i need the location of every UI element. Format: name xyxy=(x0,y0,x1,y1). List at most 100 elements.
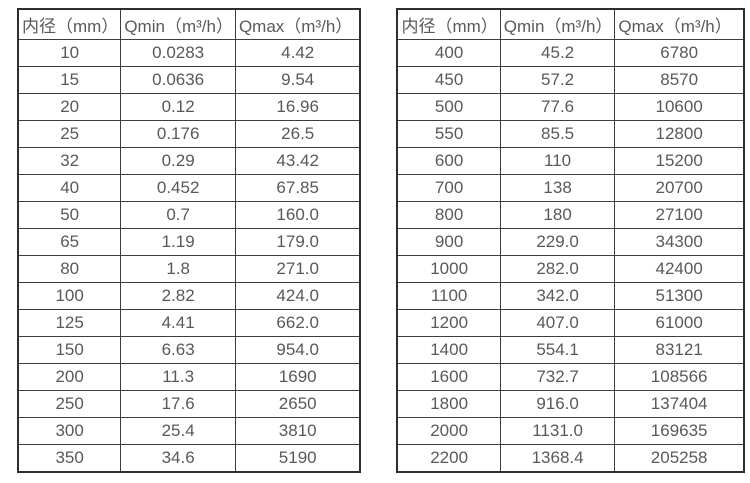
table-row: 2200 1368.4 205258 xyxy=(396,444,745,473)
table-cell: 20 xyxy=(17,93,122,121)
table-row: 50 0.7 160.0 xyxy=(17,201,361,229)
table-cell: 271.0 xyxy=(234,255,361,283)
table-row: 125 4.41 662.0 xyxy=(17,309,361,337)
table-row: 450 57.2 8570 xyxy=(396,66,745,94)
table-cell: 700 xyxy=(396,174,501,202)
table-row: 25 0.176 26.5 xyxy=(17,120,361,148)
table-cell: 205258 xyxy=(614,444,745,473)
table-cell: 0.29 xyxy=(120,147,236,175)
table-row: 250 17.6 2650 xyxy=(17,390,361,418)
table-cell: 450 xyxy=(396,66,501,94)
table-cell: 300 xyxy=(17,417,122,445)
table-row: 2000 1131.0 169635 xyxy=(396,417,745,445)
flow-rate-table-large-diameters: 内径（mm） Qmin（m³/h） Qmax（m³/h） 400 45.2 6780 450… xyxy=(396,8,745,473)
table-cell: 407.0 xyxy=(499,309,616,337)
table-cell: 500 xyxy=(396,93,501,121)
table-cell: 0.12 xyxy=(120,93,236,121)
table-cell: 25.4 xyxy=(120,417,236,445)
table-row: 80 1.8 271.0 xyxy=(17,255,361,283)
table-cell: 1800 xyxy=(396,390,501,418)
table-row: 32 0.29 43.42 xyxy=(17,147,361,175)
table-cell: 5190 xyxy=(234,444,361,473)
table-cell: 32 xyxy=(17,147,122,175)
table-cell: 0.0283 xyxy=(120,39,236,67)
table-cell: 25 xyxy=(17,120,122,148)
table-cell: 10 xyxy=(17,39,122,67)
table-cell: 108566 xyxy=(614,363,745,391)
table-cell: 110 xyxy=(499,147,616,175)
table-row: 350 34.6 5190 xyxy=(17,444,361,473)
table-cell: 12800 xyxy=(614,120,745,148)
table-cell: 125 xyxy=(17,309,122,337)
table-cell: 1200 xyxy=(396,309,501,337)
table-cell: 2000 xyxy=(396,417,501,445)
table-cell: 51300 xyxy=(614,282,745,310)
table-cell: 1.19 xyxy=(120,228,236,256)
table-cell: 1400 xyxy=(396,336,501,364)
column-header: Qmax（m³/h） xyxy=(614,8,745,40)
table-cell: 732.7 xyxy=(499,363,616,391)
table-cell: 2.82 xyxy=(120,282,236,310)
table-row: 1800 916.0 137404 xyxy=(396,390,745,418)
table-cell: 10600 xyxy=(614,93,745,121)
table-cell: 554.1 xyxy=(499,336,616,364)
table-cell: 916.0 xyxy=(499,390,616,418)
table-cell: 61000 xyxy=(614,309,745,337)
table-cell: 40 xyxy=(17,174,122,202)
table-cell: 400 xyxy=(396,39,501,67)
table-cell: 3810 xyxy=(234,417,361,445)
table-cell: 600 xyxy=(396,147,501,175)
table-cell: 34.6 xyxy=(120,444,236,473)
table-cell: 17.6 xyxy=(120,390,236,418)
table-row: 15 0.0636 9.54 xyxy=(17,66,361,94)
flow-spec-sheet: 内径（mm） Qmin（m³/h） Qmax（m³/h） 10 0.0283 4.42 15… xyxy=(17,8,745,473)
table-cell: 160.0 xyxy=(234,201,361,229)
table-cell: 45.2 xyxy=(499,39,616,67)
table-cell: 1368.4 xyxy=(499,444,616,473)
table-row: 550 85.5 12800 xyxy=(396,120,745,148)
table-row: 800 180 27100 xyxy=(396,201,745,229)
table-cell: 1100 xyxy=(396,282,501,310)
table-row: 100 2.82 424.0 xyxy=(17,282,361,310)
table-cell: 6.63 xyxy=(120,336,236,364)
table-cell: 67.85 xyxy=(234,174,361,202)
table-cell: 1600 xyxy=(396,363,501,391)
table-cell: 282.0 xyxy=(499,255,616,283)
column-header: Qmax（m³/h） xyxy=(234,8,361,40)
table-cell: 229.0 xyxy=(499,228,616,256)
table-cell: 424.0 xyxy=(234,282,361,310)
table-cell: 80 xyxy=(17,255,122,283)
table-cell: 250 xyxy=(17,390,122,418)
table-cell: 2650 xyxy=(234,390,361,418)
table-cell: 65 xyxy=(17,228,122,256)
table-row: 150 6.63 954.0 xyxy=(17,336,361,364)
table-cell: 9.54 xyxy=(234,66,361,94)
table-cell: 16.96 xyxy=(234,93,361,121)
table-row: 20 0.12 16.96 xyxy=(17,93,361,121)
table-cell: 34300 xyxy=(614,228,745,256)
table-cell: 85.5 xyxy=(499,120,616,148)
table-cell: 200 xyxy=(17,363,122,391)
column-header: Qmin（m³/h） xyxy=(120,8,236,40)
table-cell: 180 xyxy=(499,201,616,229)
table-cell: 27100 xyxy=(614,201,745,229)
table-row: 900 229.0 34300 xyxy=(396,228,745,256)
table-cell: 350 xyxy=(17,444,122,473)
table-row: 200 11.3 1690 xyxy=(17,363,361,391)
table-row: 10 0.0283 4.42 xyxy=(17,39,361,67)
table-cell: 1.8 xyxy=(120,255,236,283)
table-cell: 57.2 xyxy=(499,66,616,94)
table-row: 500 77.6 10600 xyxy=(396,93,745,121)
table-cell: 0.7 xyxy=(120,201,236,229)
table-cell: 1690 xyxy=(234,363,361,391)
table-cell: 954.0 xyxy=(234,336,361,364)
table-cell: 6780 xyxy=(614,39,745,67)
table-header-row: 内径（mm） Qmin（m³/h） Qmax（m³/h） xyxy=(17,8,361,40)
table-cell: 169635 xyxy=(614,417,745,445)
table-row: 1600 732.7 108566 xyxy=(396,363,745,391)
column-header: Qmin（m³/h） xyxy=(499,8,616,40)
table-cell: 8570 xyxy=(614,66,745,94)
table-cell: 1131.0 xyxy=(499,417,616,445)
column-header: 内径（mm） xyxy=(17,8,122,40)
table-cell: 179.0 xyxy=(234,228,361,256)
